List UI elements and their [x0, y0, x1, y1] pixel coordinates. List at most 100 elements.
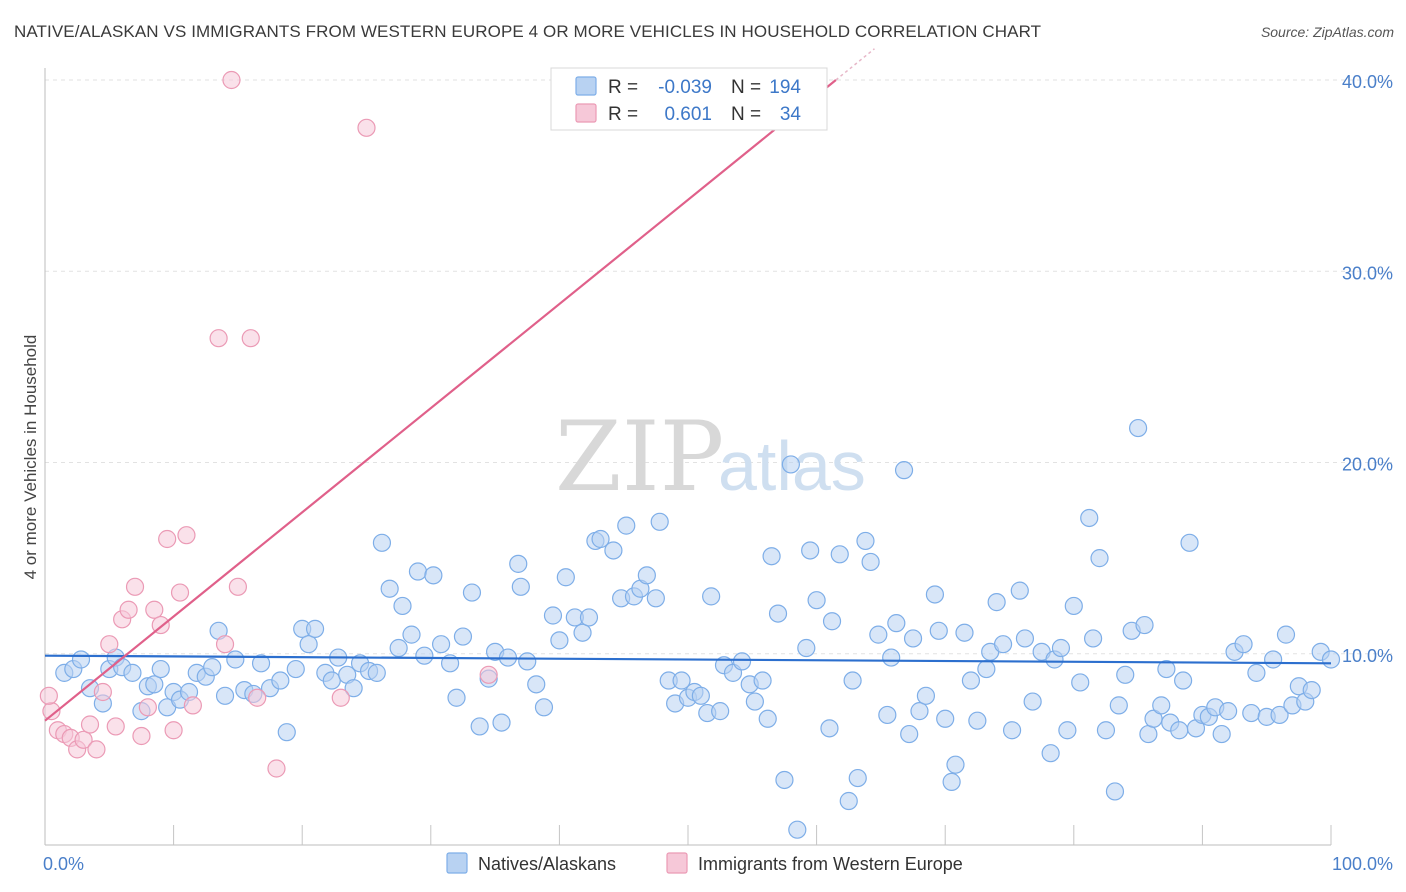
- legend-n-label-1: N =: [731, 77, 761, 98]
- grid-lines: [45, 79, 1392, 655]
- natives-point-110: [856, 531, 875, 551]
- natives-point-51: [447, 688, 466, 707]
- natives-point-174: [1270, 705, 1289, 725]
- y-tick-label-20: 20.0%: [1342, 455, 1393, 475]
- natives-point-2: [71, 650, 91, 669]
- natives-point-87: [702, 587, 721, 606]
- natives-point-94: [753, 671, 772, 690]
- y-tick-labels: 10.0% 20.0% 30.0% 40.0%: [1342, 72, 1393, 666]
- natives-point-147: [1096, 721, 1116, 740]
- natives-point-111: [861, 552, 880, 572]
- natives-point-42: [380, 579, 399, 598]
- legend-swatch-blue: [575, 76, 597, 96]
- legend-swatch-natives: [446, 852, 468, 874]
- legend-r-value-2: 0.601: [664, 104, 712, 125]
- natives-point-37: [344, 679, 363, 698]
- natives-point-63: [534, 698, 554, 717]
- series-natives-alaskans: [55, 418, 1341, 839]
- natives-point-133: [1002, 721, 1022, 740]
- natives-point-48: [424, 566, 443, 585]
- natives-point-97: [768, 604, 788, 623]
- chart-title: NATIVE/ALASKAN VS IMMIGRANTS FROM WESTER…: [14, 22, 1042, 41]
- natives-point-175: [1276, 625, 1296, 644]
- x-tick-label-min: 0.0%: [43, 854, 84, 874]
- immigrants-point-10: [106, 717, 125, 736]
- immigrants-point-8: [93, 682, 112, 702]
- immigrants-point-31: [357, 118, 376, 137]
- natives-point-102: [801, 541, 820, 560]
- natives-point-78: [646, 589, 665, 608]
- y-tick-label-10: 10.0%: [1342, 646, 1393, 666]
- legend-swatch-immigrants: [666, 852, 688, 874]
- natives-point-11: [145, 675, 164, 694]
- natives-point-142: [1064, 596, 1083, 616]
- natives-point-71: [591, 529, 610, 549]
- immigrants-point-27: [241, 329, 260, 348]
- legend-r-label-1: R =: [608, 77, 638, 98]
- legend-n-value-1: 194: [769, 77, 801, 98]
- natives-point-127: [961, 671, 981, 690]
- natives-point-44: [393, 596, 412, 616]
- legend-label-immigrants: Immigrants from Western Europe: [698, 854, 963, 874]
- natives-point-173: [1264, 650, 1283, 669]
- y-tick-label-40: 40.0%: [1342, 72, 1393, 92]
- immigrants-point-24: [215, 635, 235, 654]
- immigrants-point-7: [87, 740, 106, 759]
- natives-point-12: [151, 659, 170, 679]
- natives-point-95: [758, 709, 777, 728]
- natives-point-19: [203, 658, 222, 677]
- natives-point-34: [322, 671, 341, 690]
- immigrants-point-22: [183, 696, 202, 715]
- natives-point-99: [781, 455, 800, 474]
- natives-point-101: [797, 638, 816, 658]
- natives-point-171: [1247, 663, 1266, 682]
- immigrants-point-26: [228, 577, 247, 596]
- natives-point-52: [453, 627, 473, 646]
- immigrants-point-5: [74, 730, 93, 749]
- natives-point-27: [271, 671, 290, 690]
- natives-point-146: [1090, 549, 1109, 568]
- natives-point-117: [900, 724, 919, 744]
- natives-point-25: [251, 654, 271, 673]
- y-axis-label: 4 or more Vehicles in Household: [21, 335, 40, 580]
- immigrants-point-28: [248, 688, 267, 707]
- natives-point-66: [556, 568, 575, 587]
- immigrants-point-29: [267, 759, 286, 778]
- natives-point-121: [925, 585, 945, 604]
- natives-point-115: [887, 614, 906, 633]
- natives-point-109: [848, 768, 867, 788]
- immigrants-point-21: [177, 526, 196, 545]
- natives-point-53: [462, 583, 482, 602]
- natives-point-169: [1234, 635, 1253, 654]
- natives-point-107: [839, 791, 858, 811]
- natives-point-143: [1071, 673, 1090, 692]
- natives-point-131: [987, 593, 1006, 612]
- natives-point-122: [929, 621, 948, 640]
- natives-point-157: [1157, 659, 1176, 679]
- stats-legend: R = -0.039 N = 194 R = 0.601 N = 34: [550, 67, 828, 131]
- natives-point-116: [894, 461, 914, 480]
- immigrants-point-33: [39, 686, 58, 705]
- natives-point-112: [869, 625, 888, 644]
- x-tick-label-max: 100.0%: [1332, 854, 1393, 874]
- natives-point-166: [1212, 724, 1231, 744]
- natives-point-113: [878, 705, 897, 725]
- natives-point-74: [617, 516, 636, 535]
- natives-point-47: [415, 646, 434, 665]
- natives-point-72: [604, 541, 623, 560]
- natives-point-156: [1152, 696, 1171, 715]
- natives-point-45: [402, 625, 421, 644]
- immigrants-point-20: [170, 583, 190, 602]
- natives-point-150: [1116, 665, 1135, 684]
- natives-point-29: [286, 659, 305, 679]
- natives-point-49: [431, 635, 451, 654]
- natives-point-103: [807, 591, 826, 610]
- natives-point-135: [1015, 629, 1035, 648]
- natives-point-31: [299, 635, 318, 654]
- natives-point-54: [470, 717, 489, 736]
- immigrants-point-16: [145, 600, 164, 619]
- series-immigrants-western-europe: [39, 70, 498, 778]
- natives-point-69: [579, 608, 599, 627]
- immigrants-point-12: [119, 600, 138, 619]
- natives-point-159: [1170, 721, 1189, 740]
